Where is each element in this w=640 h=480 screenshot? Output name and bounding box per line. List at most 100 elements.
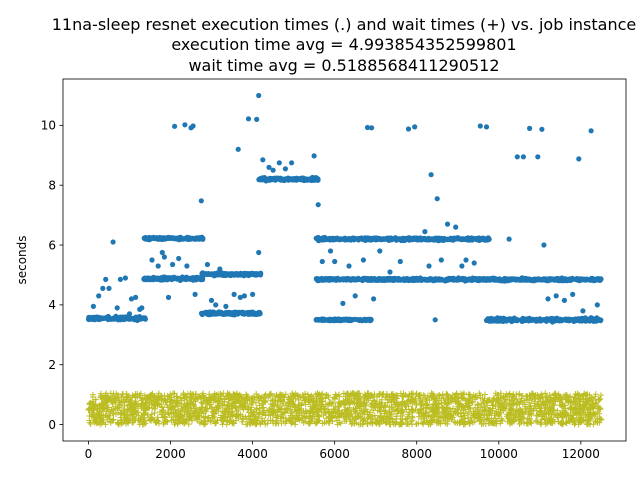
execution-point <box>355 236 362 242</box>
execution-point <box>250 271 256 277</box>
execution-point <box>172 236 178 242</box>
execution-point <box>216 309 222 315</box>
execution-point <box>100 315 106 321</box>
execution-outlier-point <box>139 305 145 311</box>
execution-point <box>342 237 348 243</box>
execution-point <box>348 236 354 242</box>
execution-outlier-point <box>541 242 547 248</box>
execution-point <box>329 317 335 323</box>
x-tick-label: 2000 <box>155 447 186 461</box>
execution-point <box>339 276 345 282</box>
x-tick-label: 12000 <box>562 447 600 461</box>
execution-outlier-point <box>155 263 161 269</box>
execution-point <box>209 272 215 278</box>
execution-point <box>354 317 360 323</box>
execution-point <box>222 272 228 279</box>
execution-point <box>246 272 252 278</box>
execution-point <box>468 236 474 242</box>
execution-outlier-point <box>182 122 188 128</box>
execution-outlier-point <box>176 255 182 262</box>
execution-segment-7 <box>313 275 604 284</box>
execution-point <box>281 176 287 182</box>
execution-outlier-point <box>371 296 377 302</box>
execution-point <box>370 277 376 283</box>
execution-outlier-point <box>311 153 317 159</box>
execution-outlier-point <box>539 126 545 132</box>
execution-point <box>410 235 416 241</box>
execution-outlier-point <box>96 293 102 299</box>
y-axis-label: seconds <box>15 235 29 284</box>
execution-outlier-point <box>256 92 262 99</box>
execution-point <box>196 235 202 241</box>
execution-outlier-point <box>223 303 229 309</box>
execution-point <box>204 271 210 277</box>
execution-outlier-point <box>459 263 465 269</box>
axes: 0 2000 4000 6000 8000 10000 12000 0 2 4 6 8 10 <box>41 78 627 461</box>
chart-title-line-1: 11na-sleep resnet execution times (.) an… <box>52 15 636 34</box>
execution-point <box>500 278 506 284</box>
execution-segment-2 <box>141 274 206 283</box>
execution-point <box>330 237 336 243</box>
execution-point <box>445 236 451 242</box>
execution-point <box>520 277 526 283</box>
execution-point <box>456 277 462 283</box>
execution-outlier-point <box>217 266 223 272</box>
execution-point <box>86 316 92 322</box>
execution-segment-3 <box>198 309 263 318</box>
execution-outlier-point <box>170 261 176 268</box>
chart-title-line-3: wait time avg = 0.5188568411290512 <box>188 56 499 75</box>
execution-point <box>148 235 154 241</box>
execution-outlier-point <box>128 296 135 302</box>
execution-point <box>533 317 539 323</box>
execution-point <box>523 316 529 322</box>
execution-point <box>290 176 296 183</box>
execution-outlier-point <box>561 297 568 303</box>
execution-point <box>188 236 194 242</box>
execution-outlier-point <box>184 263 190 269</box>
execution-point <box>491 316 497 322</box>
execution-outlier-point <box>453 224 459 230</box>
execution-point <box>487 277 493 283</box>
execution-outlier-point <box>122 275 128 281</box>
execution-point <box>298 176 304 182</box>
execution-point <box>576 316 582 322</box>
execution-outlier-point <box>588 128 594 134</box>
execution-outlier-point <box>471 260 477 266</box>
y-tick-label: 4 <box>48 298 56 312</box>
execution-point <box>587 277 593 283</box>
execution-point <box>418 277 424 283</box>
execution-outlier-point <box>432 317 438 323</box>
execution-point <box>316 277 322 283</box>
execution-point <box>242 272 248 278</box>
execution-outlier-point <box>106 285 112 291</box>
execution-outlier-point <box>114 305 120 311</box>
execution-point <box>171 274 177 280</box>
plot-background <box>63 79 626 441</box>
execution-point <box>491 275 497 281</box>
execution-outlier-point <box>463 257 469 263</box>
execution-outlier-point <box>535 154 541 160</box>
execution-outlier-point <box>412 124 418 130</box>
execution-point <box>430 278 436 284</box>
execution-point <box>459 236 465 242</box>
execution-point <box>480 235 486 241</box>
execution-point <box>391 235 397 242</box>
x-tick-label: 10000 <box>480 447 518 461</box>
execution-outlier-point <box>192 291 198 297</box>
execution-outlier-point <box>340 300 346 306</box>
execution-outlier-point <box>254 116 260 122</box>
execution-outlier-point <box>245 116 252 122</box>
execution-point <box>91 317 98 323</box>
execution-segment-6 <box>313 316 374 324</box>
execution-point <box>531 278 537 284</box>
execution-outlier-point <box>319 258 325 265</box>
execution-point <box>475 276 481 282</box>
execution-point <box>269 177 275 183</box>
execution-point <box>285 177 291 183</box>
execution-point <box>379 277 385 283</box>
execution-point <box>486 318 492 324</box>
execution-point <box>153 276 159 282</box>
execution-outlier-point <box>514 154 520 160</box>
execution-point <box>340 316 347 322</box>
